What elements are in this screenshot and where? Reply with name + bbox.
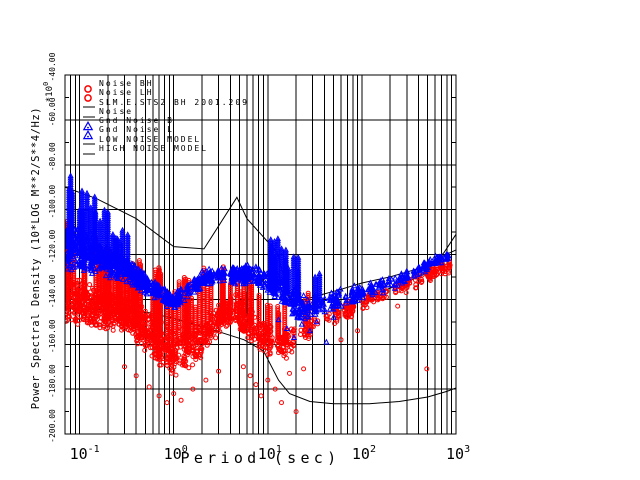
scale-exponent: 0 [42,81,50,86]
axis-tick-labels: 10-1 100 101 102 103 -40.00 -60.00 -80.00 -100.0… [48,52,470,463]
y-tick-label: -200.00 [48,409,57,443]
plot-box [64,74,457,435]
legend: Noise BH Noise LH SLM.E.STS2 BH 2001.209 No… [82,79,249,155]
line-marker-icon [82,144,96,155]
legend-label: Noise BH [99,79,154,88]
scale-mantissa: *10 [45,85,55,103]
x-tick-label: 10-1 [70,444,100,463]
blue-triangle-marker-icon [82,125,96,140]
legend-label: Gnd Noise L [99,125,174,135]
legend-item: Gnd Noise L [82,125,249,140]
legend-item: Noise BH [82,79,249,93]
x-tick-label: 100 [164,444,188,463]
red-circle-marker-icon [82,88,96,102]
legend-item: Noise LH [82,88,249,102]
legend-item: Noise [82,106,249,118]
legend-label: Gnd Noise B [99,116,174,126]
red-circle-marker-icon [82,79,96,93]
line-marker-icon [82,107,96,118]
blue-triangle-marker-icon [82,116,96,131]
y-tick-label: -140.00 [48,274,57,308]
grid [64,74,457,435]
y-tick-label: -80.00 [48,142,57,171]
legend-label: HIGH NOISE MODEL [99,144,209,154]
x-axis-title: Period (sec) [180,449,341,467]
line-marker-icon [82,134,96,145]
y-tick-label: -180.00 [48,364,57,398]
legend-label: SLM.E.STS2 BH 2001.209 [99,97,249,107]
legend-item: HIGH NOISE MODEL [82,144,249,155]
x-tick-label: 102 [352,444,376,463]
line-marker-icon [82,97,96,108]
y-axis-title: Power Spectral Density (10*LOG M**2/S**4… [30,106,42,410]
y-tick-label: -120.00 [48,229,57,263]
legend-label: Noise LH [99,88,154,98]
legend-label: Noise [99,106,134,116]
y-tick-label: -60.00 [48,97,57,126]
y-tick-label: -160.00 [48,319,57,353]
y-tick-label: -100.00 [48,185,57,219]
y-axis-scale-factor: *100 [42,58,55,126]
x-tick-label: 101 [258,444,282,463]
legend-label: LOW NOISE MODEL [99,134,202,144]
legend-item: Gnd Noise B [82,116,249,131]
scatter-gnd-noise-blue [65,172,452,345]
legend-item: SLM.E.STS2 BH 2001.209 [82,97,249,108]
y-tick-label: -40.00 [48,52,57,81]
x-tick-label: 103 [446,444,470,463]
legend-item: LOW NOISE MODEL [82,134,249,145]
